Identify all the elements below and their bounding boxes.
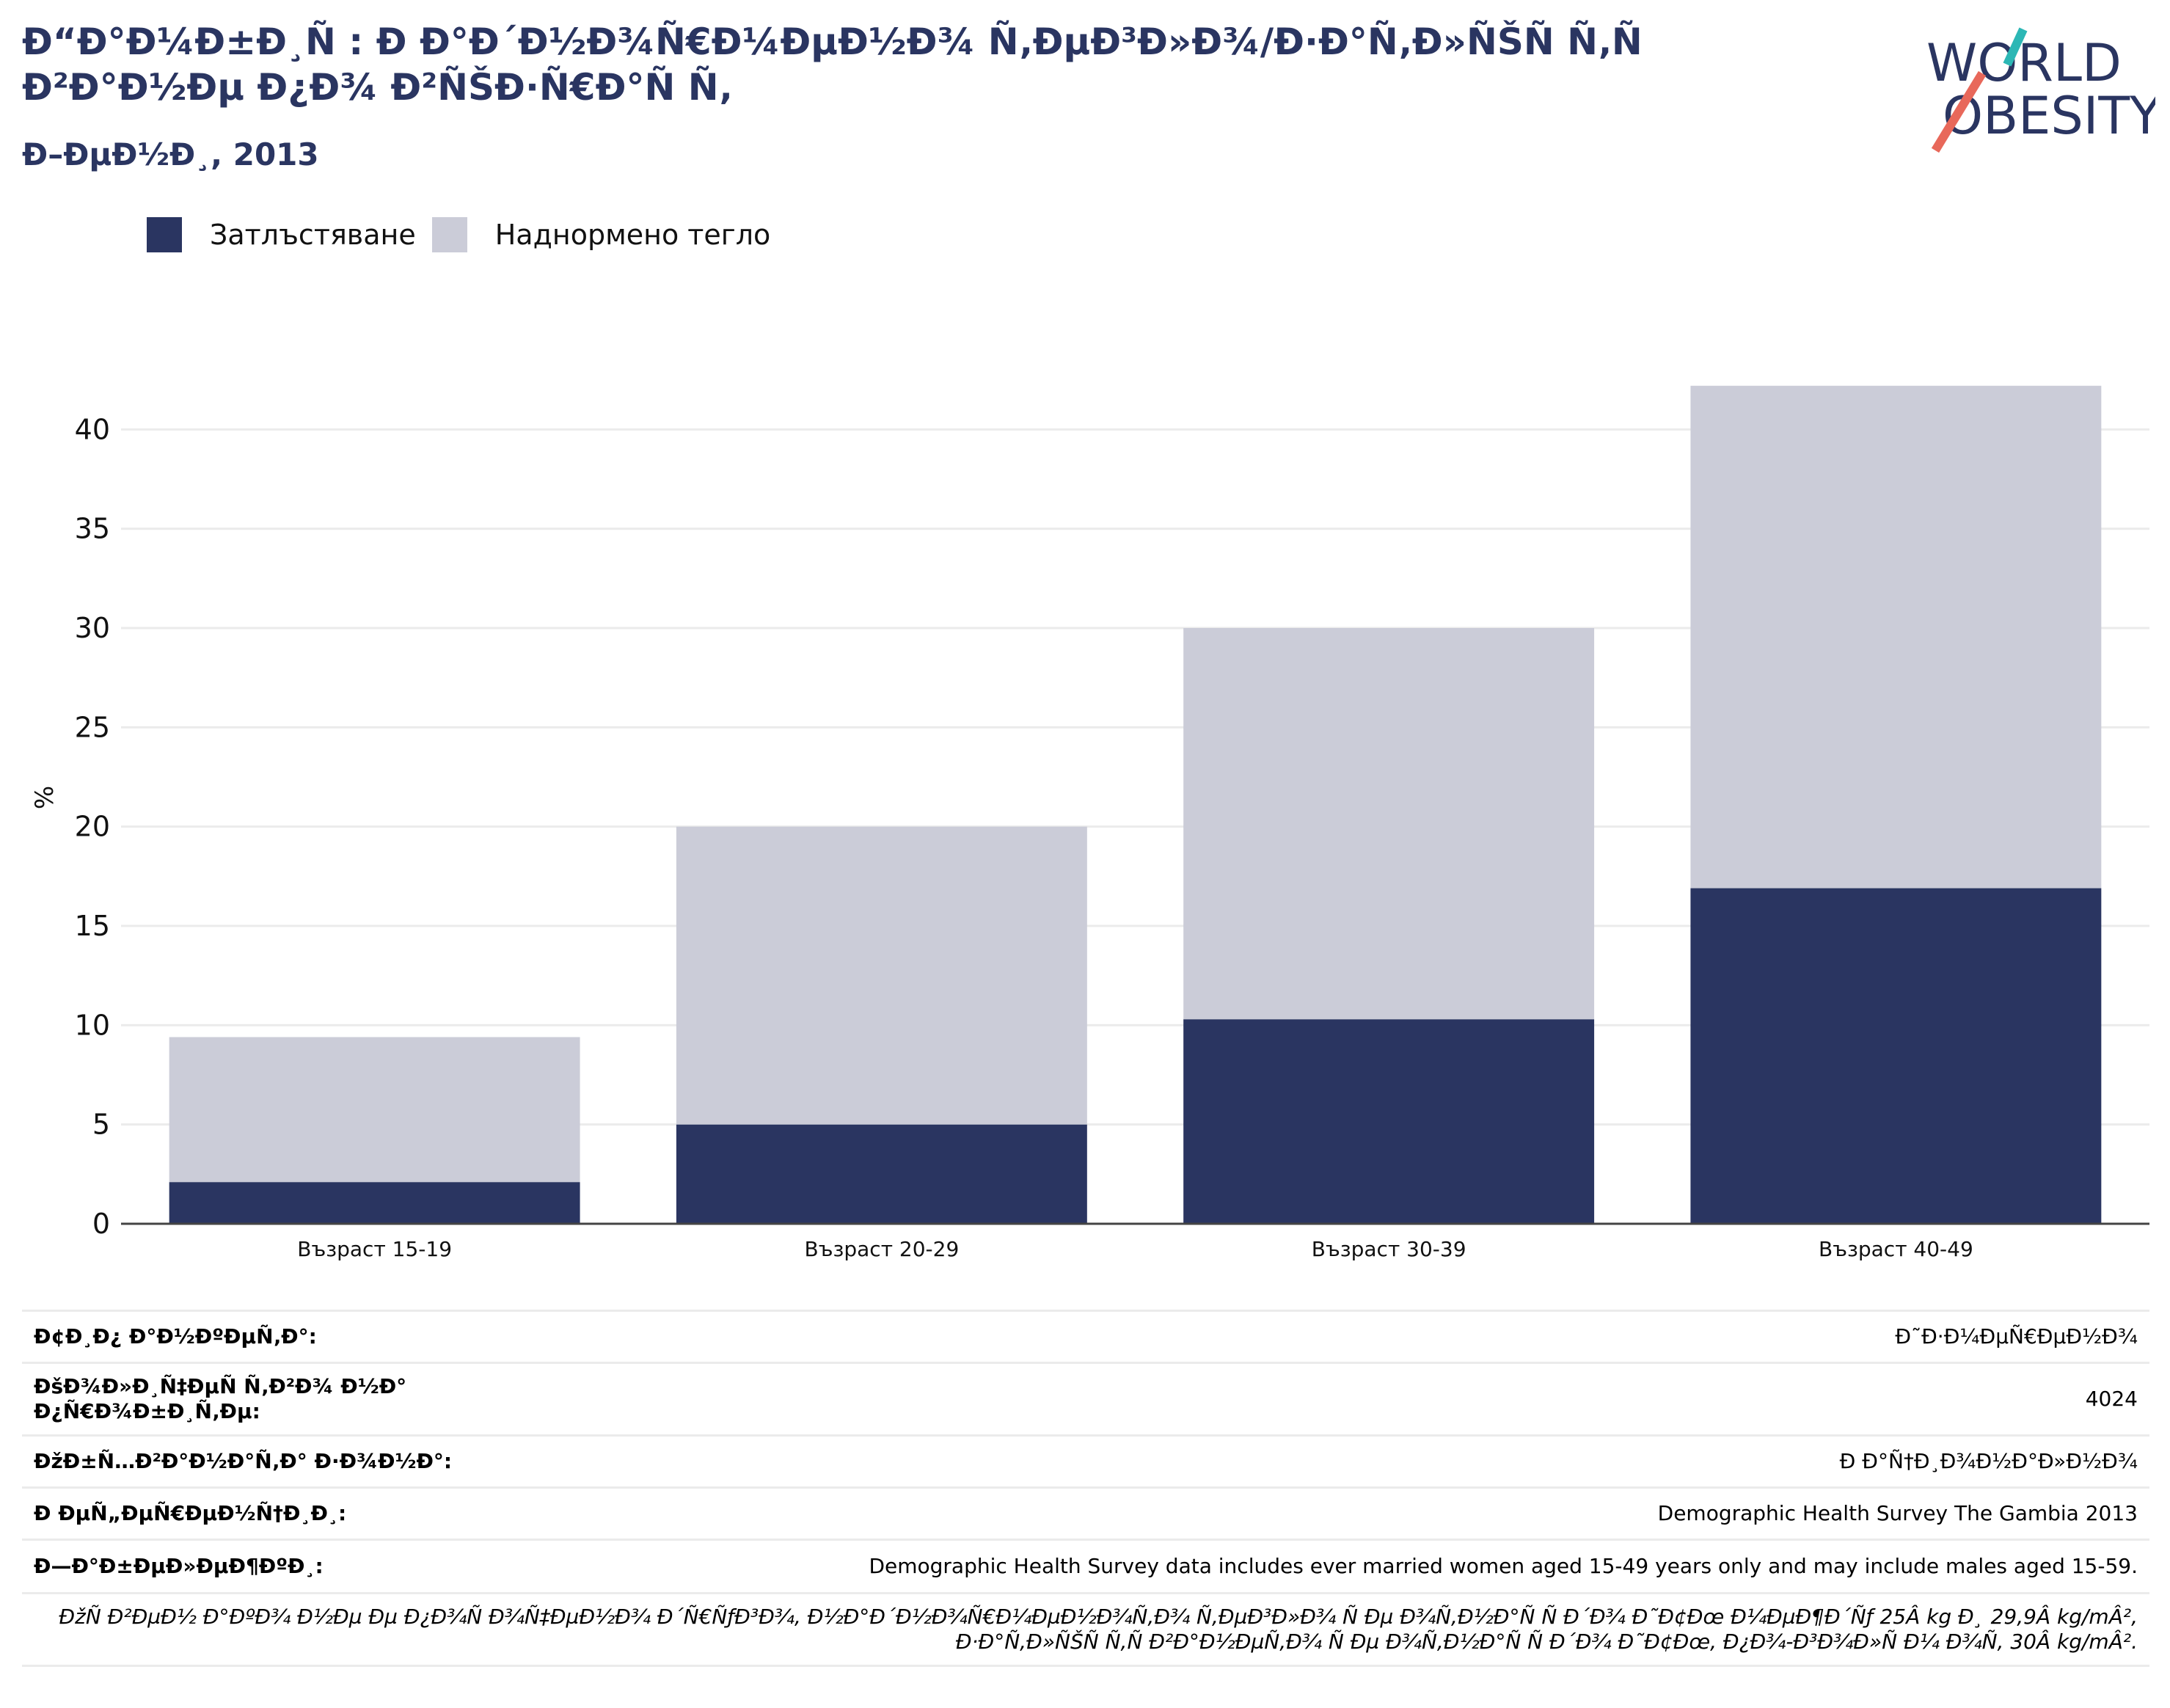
y-tick-label: 20 <box>75 811 110 843</box>
chart-legend: Затлъстяване Наднормено тегло <box>147 213 786 257</box>
bar-overweight <box>676 826 1087 1125</box>
bar-overweight <box>1183 628 1595 1020</box>
x-tick-label: Възраст 30-39 <box>1312 1237 1466 1261</box>
logo-slash-teal <box>2003 27 2028 67</box>
world-obesity-logo: WORLD OBESITY <box>1926 27 2155 153</box>
info-label: Ð ÐµÑ„ÐµÑ€ÐµÐ½Ñ†Ð¸Ð¸: <box>34 1501 347 1525</box>
info-row-sample-size: ÐšÐ¾Ð»Ð¸Ñ‡ÐµÑ Ñ‚Ð²Ð¾ Ð½Ð° Ð¿Ñ€Ð¾Ð±Ð¸Ñ‚Ðµ… <box>22 1362 2149 1434</box>
y-tick-label: 15 <box>75 910 110 942</box>
info-label: Ð¢Ð¸Ð¿ Ð°Ð½ÐºÐµÑ‚Ð°: <box>34 1324 317 1348</box>
info-label: Ð—Ð°Ð±ÐµÐ»ÐµÐ¶ÐºÐ¸: <box>34 1554 324 1578</box>
info-value: Ð Ð°Ñ†Ð¸Ð¾Ð½Ð°Ð»Ð½Ð¾ <box>1839 1449 2138 1473</box>
footnote-text: ÐžÑ Ð²ÐµÐ½ Ð°ÐºÐ¾ Ð½Ðµ Ðµ Ð¿Ð¾Ñ Ð¾Ñ‡ÐµÐ½… <box>59 1605 2138 1654</box>
info-row-notes: Ð—Ð°Ð±ÐµÐ»ÐµÐ¶ÐºÐ¸: Demographic Health S… <box>22 1539 2149 1592</box>
info-value: 4024 <box>2085 1387 2138 1411</box>
info-value: Ð˜Ð·Ð¼ÐµÑ€ÐµÐ½Ð¾ <box>1895 1324 2138 1348</box>
legend-label-obesity: Затлъстяване <box>210 219 416 251</box>
info-footnote: ÐžÑ Ð²ÐµÐ½ Ð°ÐºÐ¾ Ð½Ðµ Ðµ Ð¿Ð¾Ñ Ð¾Ñ‡ÐµÐ½… <box>22 1592 2149 1667</box>
page-subtitle: Ð–ÐµÐ½Ð¸, 2013 <box>22 136 319 172</box>
logo-slash-coral <box>1931 70 1987 153</box>
logo-word-obesity: OBESITY <box>1943 86 2155 146</box>
y-tick-label: 35 <box>75 513 110 545</box>
stacked-bar-chart: 0 5 10 15 20 25 30 35 40% Възраст 15-19 Възраст 20… <box>30 385 2149 1261</box>
x-tick-label: Възраст 40-49 <box>1819 1237 1973 1261</box>
page-title: Ð“Ð°Ð¼Ð±Ð¸Ñ : Ð Ð°Ð´Ð½Ð¾Ñ€Ð¼ÐµÐ½Ð¾ Ñ‚ÐµÐ… <box>22 21 1643 109</box>
info-table: Ð¢Ð¸Ð¿ Ð°Ð½ÐºÐµÑ‚Ð°: Ð˜Ð·Ð¼ÐµÑ€ÐµÐ½Ð¾ Ðš… <box>22 1310 2149 1667</box>
info-label: ÐžÐ±Ñ…Ð²Ð°Ð½Ð°Ñ‚Ð° Ð·Ð¾Ð½Ð°: <box>34 1449 453 1473</box>
bar-overweight <box>169 1037 580 1183</box>
info-value: Demographic Health Survey The Gambia 201… <box>1657 1501 2138 1525</box>
info-row-area-covered: ÐžÐ±Ñ…Ð²Ð°Ð½Ð°Ñ‚Ð° Ð·Ð¾Ð½Ð°: Ð Ð°Ñ†Ð¸Ð¾Ð… <box>22 1434 2149 1486</box>
x-tick-label: Възраст 20-29 <box>804 1237 959 1261</box>
bar-obesity <box>169 1182 580 1224</box>
bar-overweight <box>1690 385 2102 888</box>
y-tick-label: 40 <box>75 413 110 445</box>
y-axis-label: % <box>30 786 59 809</box>
legend-item-obesity: Затлъстяване <box>147 217 416 252</box>
bar-obesity <box>676 1124 1087 1224</box>
legend-swatch-overweight <box>431 217 467 252</box>
info-value: Demographic Health Survey data includes … <box>869 1554 2138 1578</box>
bar-obesity <box>1690 888 2102 1224</box>
info-row-references: Ð ÐµÑ„ÐµÑ€ÐµÐ½Ñ†Ð¸Ð¸: Demographic Health… <box>22 1486 2149 1539</box>
legend-swatch-obesity <box>147 217 182 252</box>
y-tick-label: 0 <box>92 1208 110 1240</box>
logo-word-world: WORLD <box>1926 33 2122 93</box>
legend-label-overweight: Наднормено тегло <box>494 219 771 251</box>
bar-obesity <box>1183 1019 1595 1224</box>
y-tick-label: 30 <box>75 612 110 644</box>
y-tick-label: 5 <box>92 1109 110 1141</box>
y-tick-label: 10 <box>75 1009 110 1041</box>
info-label: ÐšÐ¾Ð»Ð¸Ñ‡ÐµÑ Ñ‚Ð²Ð¾ Ð½Ð° Ð¿Ñ€Ð¾Ð±Ð¸Ñ‚Ðµ… <box>34 1374 407 1423</box>
legend-item-overweight: Наднормено тегло <box>431 217 771 252</box>
y-tick-label: 25 <box>75 711 110 743</box>
info-row-survey-type: Ð¢Ð¸Ð¿ Ð°Ð½ÐºÐµÑ‚Ð°: Ð˜Ð·Ð¼ÐµÑ€ÐµÐ½Ð¾ <box>22 1310 2149 1362</box>
x-tick-label: Възраст 15-19 <box>297 1237 452 1261</box>
